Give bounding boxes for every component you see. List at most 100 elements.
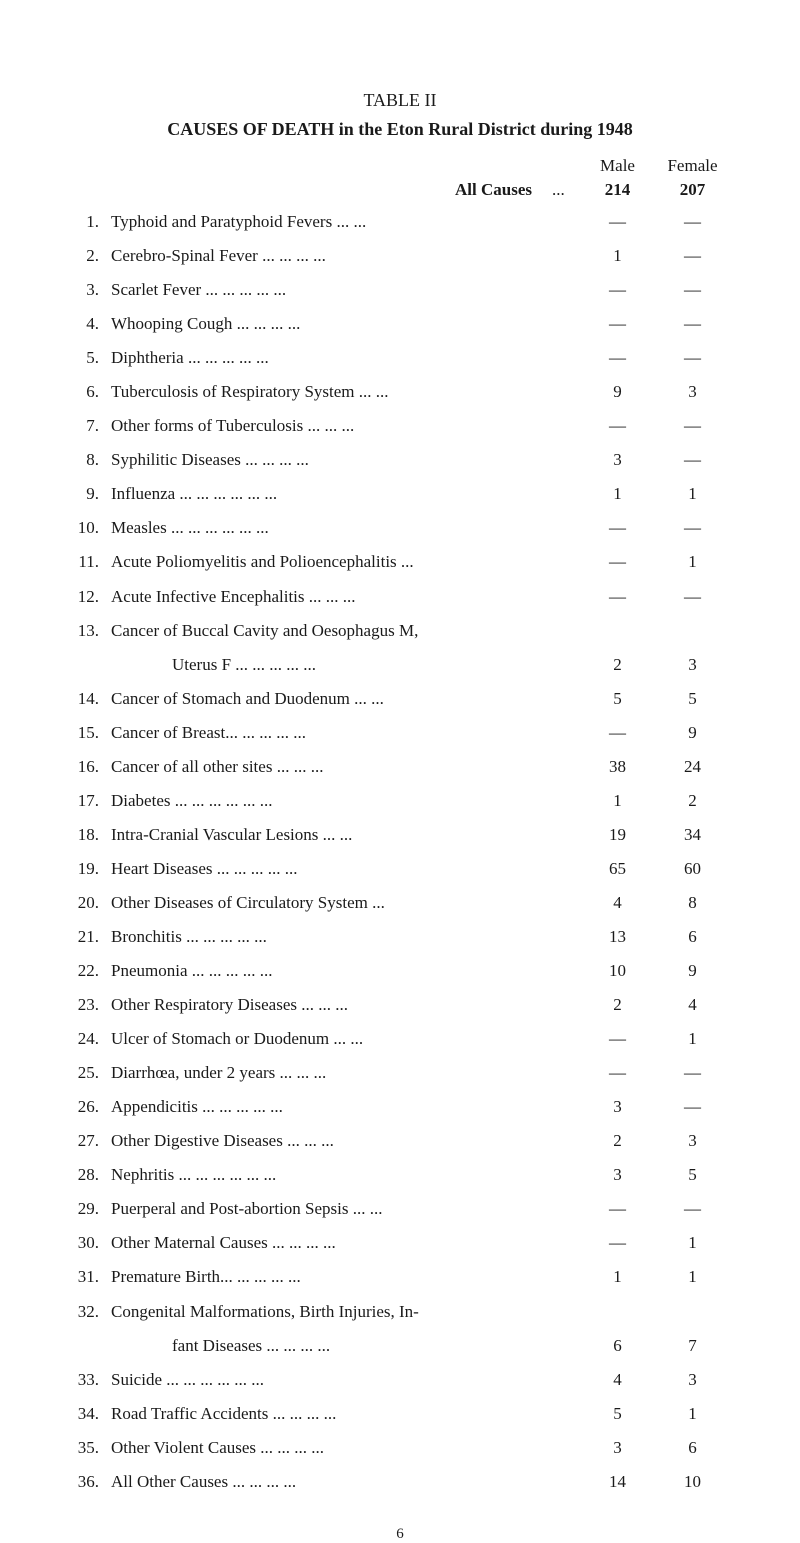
row-label: Cancer of all other sites ... ... ... bbox=[105, 753, 580, 781]
row-label: Other Violent Causes ... ... ... ... bbox=[105, 1434, 580, 1462]
table-row: fant Diseases ... ... ... ...67 bbox=[70, 1332, 730, 1360]
row-number: 30. bbox=[70, 1229, 105, 1257]
header-male: Male bbox=[580, 156, 655, 176]
row-label: Pneumonia ... ... ... ... ... bbox=[105, 957, 580, 985]
table-row: 30.Other Maternal Causes ... ... ... ...… bbox=[70, 1229, 730, 1257]
row-label: Syphilitic Diseases ... ... ... ... bbox=[105, 446, 580, 474]
row-number: 16. bbox=[70, 753, 105, 781]
row-female: — bbox=[655, 344, 730, 372]
row-label: Diphtheria ... ... ... ... ... bbox=[105, 344, 580, 372]
row-number: 2. bbox=[70, 242, 105, 270]
row-male: — bbox=[580, 583, 655, 611]
all-causes-row: All Causes ... 214 207 bbox=[70, 180, 730, 200]
row-male: 4 bbox=[580, 889, 655, 917]
row-number: 29. bbox=[70, 1195, 105, 1223]
row-number: 12. bbox=[70, 583, 105, 611]
table-row: 26.Appendicitis ... ... ... ... ...3— bbox=[70, 1093, 730, 1121]
row-male: 4 bbox=[580, 1366, 655, 1394]
row-female: — bbox=[655, 446, 730, 474]
table-row: 20.Other Diseases of Circulatory System … bbox=[70, 889, 730, 917]
table-row: 33.Suicide ... ... ... ... ... ...43 bbox=[70, 1366, 730, 1394]
row-male: — bbox=[580, 1229, 655, 1257]
row-female: 1 bbox=[655, 1229, 730, 1257]
table-row: 13.Cancer of Buccal Cavity and Oesophagu… bbox=[70, 617, 730, 645]
row-male: — bbox=[580, 412, 655, 440]
all-causes-male: 214 bbox=[580, 180, 655, 200]
row-female: — bbox=[655, 276, 730, 304]
table-row: 32.Congenital Malformations, Birth Injur… bbox=[70, 1298, 730, 1326]
row-male: 2 bbox=[580, 991, 655, 1019]
row-number: 25. bbox=[70, 1059, 105, 1087]
row-number: 15. bbox=[70, 719, 105, 747]
row-label: Acute Infective Encephalitis ... ... ... bbox=[105, 583, 580, 611]
row-label: Whooping Cough ... ... ... ... bbox=[105, 310, 580, 338]
table-row: 7.Other forms of Tuberculosis ... ... ..… bbox=[70, 412, 730, 440]
row-female: — bbox=[655, 583, 730, 611]
table-row: 17.Diabetes ... ... ... ... ... ...12 bbox=[70, 787, 730, 815]
row-male: 13 bbox=[580, 923, 655, 951]
row-female: 3 bbox=[655, 651, 730, 679]
row-male: — bbox=[580, 514, 655, 542]
table-row: 34.Road Traffic Accidents ... ... ... ..… bbox=[70, 1400, 730, 1428]
row-number: 13. bbox=[70, 617, 105, 645]
table-row: 3.Scarlet Fever ... ... ... ... ...—— bbox=[70, 276, 730, 304]
row-male: 1 bbox=[580, 480, 655, 508]
row-female: 3 bbox=[655, 378, 730, 406]
row-female: 10 bbox=[655, 1468, 730, 1496]
row-number: 5. bbox=[70, 344, 105, 372]
rows-container: 1.Typhoid and Paratyphoid Fevers ... ...… bbox=[70, 208, 730, 1496]
table-row: 29.Puerperal and Post-abortion Sepsis ..… bbox=[70, 1195, 730, 1223]
row-label: Premature Birth... ... ... ... ... bbox=[105, 1263, 580, 1291]
table-row: 22.Pneumonia ... ... ... ... ...109 bbox=[70, 957, 730, 985]
table-row: 16.Cancer of all other sites ... ... ...… bbox=[70, 753, 730, 781]
row-label: Other Diseases of Circulatory System ... bbox=[105, 889, 580, 917]
row-label: Typhoid and Paratyphoid Fevers ... ... bbox=[105, 208, 580, 236]
row-number: 18. bbox=[70, 821, 105, 849]
row-female: 5 bbox=[655, 1161, 730, 1189]
row-number: 17. bbox=[70, 787, 105, 815]
row-number: 36. bbox=[70, 1468, 105, 1496]
table-row: 23.Other Respiratory Diseases ... ... ..… bbox=[70, 991, 730, 1019]
row-female: 7 bbox=[655, 1332, 730, 1360]
table-row: 11.Acute Poliomyelitis and Polioencephal… bbox=[70, 548, 730, 576]
row-label: Other Maternal Causes ... ... ... ... bbox=[105, 1229, 580, 1257]
table-row: 5.Diphtheria ... ... ... ... ...—— bbox=[70, 344, 730, 372]
row-label: Cerebro-Spinal Fever ... ... ... ... bbox=[105, 242, 580, 270]
row-female: — bbox=[655, 514, 730, 542]
row-label: Appendicitis ... ... ... ... ... bbox=[105, 1093, 580, 1121]
subtitle: CAUSES OF DEATH in the Eton Rural Distri… bbox=[70, 119, 730, 140]
row-male: 38 bbox=[580, 753, 655, 781]
row-male: 14 bbox=[580, 1468, 655, 1496]
row-number: 4. bbox=[70, 310, 105, 338]
header-row: Male Female bbox=[70, 156, 730, 176]
table-row: 14.Cancer of Stomach and Duodenum ... ..… bbox=[70, 685, 730, 713]
row-female: 24 bbox=[655, 753, 730, 781]
row-number: 32. bbox=[70, 1298, 105, 1326]
row-male: — bbox=[580, 1059, 655, 1087]
row-label: Congenital Malformations, Birth Injuries… bbox=[105, 1298, 580, 1326]
row-number: 26. bbox=[70, 1093, 105, 1121]
table-row: 6.Tuberculosis of Respiratory System ...… bbox=[70, 378, 730, 406]
row-label: All Other Causes ... ... ... ... bbox=[105, 1468, 580, 1496]
row-female: 8 bbox=[655, 889, 730, 917]
table-row: 35.Other Violent Causes ... ... ... ...3… bbox=[70, 1434, 730, 1462]
table-row: 4.Whooping Cough ... ... ... ...—— bbox=[70, 310, 730, 338]
all-causes-label: All Causes bbox=[70, 180, 552, 200]
row-male: 3 bbox=[580, 1161, 655, 1189]
row-number: 35. bbox=[70, 1434, 105, 1462]
row-male: 1 bbox=[580, 1263, 655, 1291]
row-number: 24. bbox=[70, 1025, 105, 1053]
row-male: 3 bbox=[580, 1093, 655, 1121]
row-label: Other forms of Tuberculosis ... ... ... bbox=[105, 412, 580, 440]
table-row: 25.Diarrhœa, under 2 years ... ... ...—— bbox=[70, 1059, 730, 1087]
row-number: 9. bbox=[70, 480, 105, 508]
row-female: — bbox=[655, 412, 730, 440]
table-row: Uterus F ... ... ... ... ...23 bbox=[70, 651, 730, 679]
row-female: 1 bbox=[655, 1400, 730, 1428]
row-female: 6 bbox=[655, 923, 730, 951]
row-female: 5 bbox=[655, 685, 730, 713]
table-row: 19.Heart Diseases ... ... ... ... ...656… bbox=[70, 855, 730, 883]
all-causes-dots: ... bbox=[552, 180, 580, 200]
row-label: Measles ... ... ... ... ... ... bbox=[105, 514, 580, 542]
row-female: 1 bbox=[655, 1263, 730, 1291]
